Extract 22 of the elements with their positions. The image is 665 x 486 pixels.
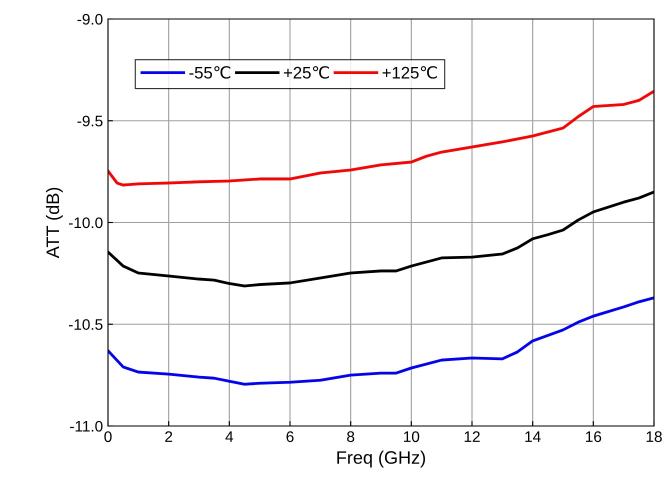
x-tick-label: 8: [347, 431, 354, 442]
y-tick-label: -9.5: [77, 116, 102, 126]
x-tick-label: 10: [404, 431, 420, 442]
legend-label: +25℃: [284, 66, 329, 79]
x-tick-label: 12: [464, 431, 480, 442]
x-axis-title: Freq (GHz): [337, 450, 426, 468]
x-tick-label: 14: [525, 431, 541, 442]
x-tick-label: 16: [586, 431, 602, 442]
x-tick-label: 6: [286, 431, 294, 442]
x-tick-label: 4: [225, 431, 234, 442]
x-tick-label: 0: [104, 431, 112, 442]
legend-label: +125℃: [382, 66, 437, 79]
x-tick-label: 2: [165, 431, 172, 442]
y-tick-label: -10.0: [69, 217, 103, 228]
line-series: [108, 296, 654, 386]
line-series: [108, 90, 654, 186]
y-tick-label: -9.0: [77, 14, 103, 25]
y-tick-label: -10.5: [69, 319, 102, 330]
y-tick-label: -11.0: [70, 420, 103, 432]
y-axis-title: ATT (dB): [46, 188, 63, 258]
x-tick-label: 18: [646, 431, 662, 442]
legend-label: -55℃: [189, 66, 230, 79]
